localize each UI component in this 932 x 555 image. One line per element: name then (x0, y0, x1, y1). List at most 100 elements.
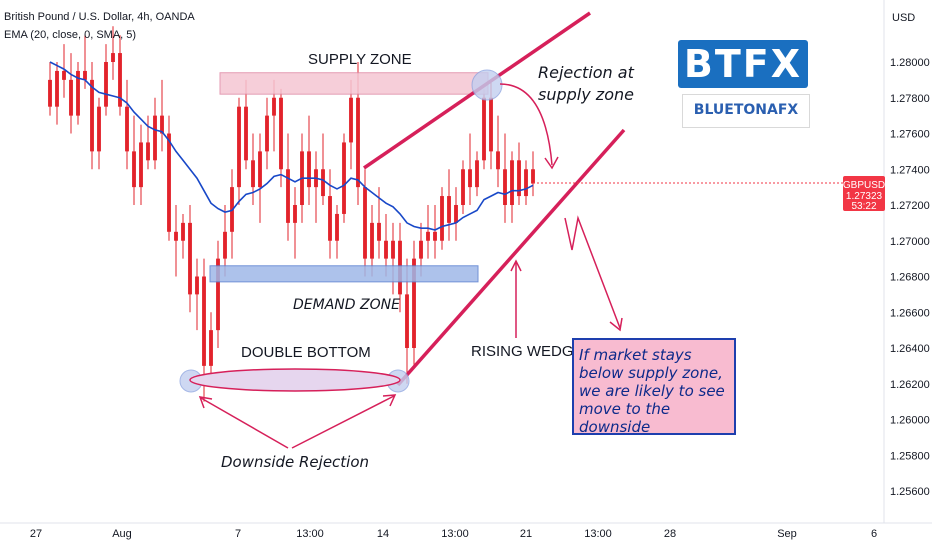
candle-body (524, 169, 528, 197)
price-tick-label: 1.27200 (890, 200, 930, 212)
candle-body (454, 205, 458, 223)
time-tick-label: Aug (112, 528, 132, 540)
time-tick-label: 28 (664, 528, 676, 540)
wedge-lower-line (396, 128, 626, 387)
candle-body (447, 196, 451, 223)
time-tick-label: 27 (30, 528, 42, 540)
time-tick-label: 7 (235, 528, 241, 540)
candle-body (272, 97, 276, 116)
candle-body (461, 169, 465, 205)
candle-body (496, 151, 500, 170)
btfx-logo: BTFX (678, 40, 808, 88)
candle-body (293, 205, 297, 223)
candle-body (118, 53, 122, 107)
candle-body (503, 169, 507, 205)
candle-body (328, 196, 332, 241)
candle-body (377, 222, 381, 241)
candle-body (188, 222, 192, 295)
candle-body (55, 70, 59, 107)
ema-line (49, 61, 534, 231)
candle-body (111, 53, 115, 62)
downside-arrowhead-right (382, 394, 397, 407)
candle-body (216, 258, 220, 331)
candle-body (251, 160, 255, 188)
candle-body (48, 79, 52, 107)
price-tick-label: 1.26400 (890, 343, 930, 355)
candle-body (279, 97, 283, 170)
candle-body (153, 115, 157, 161)
candle-body (132, 151, 136, 188)
price-tick-label: 1.25600 (890, 486, 930, 498)
candle-body (510, 160, 514, 205)
downside-projection-line (564, 215, 621, 329)
candle-body (104, 62, 108, 107)
candle-body (90, 79, 94, 152)
double-bottom-label: DOUBLE BOTTOM (241, 344, 371, 361)
candle-body (202, 276, 206, 366)
candle-body (209, 330, 213, 366)
price-tick-label: 1.27800 (890, 93, 930, 105)
candle-body (335, 213, 339, 241)
price-tick-label: 1.27600 (890, 129, 930, 141)
candle-body (174, 231, 178, 241)
downside-arrow-right (291, 395, 395, 449)
currency-label: USD (892, 12, 915, 24)
candle-body (391, 240, 395, 259)
downside-arrowhead-left (198, 396, 213, 409)
time-tick-label: 6 (871, 528, 877, 540)
candle-body (517, 160, 521, 197)
price-axis[interactable]: 1.28000 1.27800 1.27600 1.27400 1.27200 1.270… (890, 57, 930, 498)
drawings-group (179, 11, 884, 449)
candle-body (482, 97, 486, 161)
time-tick-label: 13:00 (441, 528, 469, 540)
last-price-tag[interactable]: GBPUSD 1.27323 53:22 (843, 176, 885, 211)
demand-zone-label: DEMAND ZONE (293, 297, 400, 313)
candle-body (62, 70, 66, 80)
candle-body (475, 160, 479, 188)
ticker-price: 1.27323 (846, 191, 883, 202)
candle-body (419, 240, 423, 259)
indicator-title[interactable]: EMA (20, close, 0, SMA, 5) (4, 29, 137, 41)
candle-body (167, 133, 171, 232)
candle-body (265, 115, 269, 152)
candle-body (237, 106, 241, 188)
price-tick-label: 1.26800 (890, 272, 930, 284)
candle-body (76, 70, 80, 116)
candle-body (258, 151, 262, 188)
candle-body (370, 222, 374, 259)
candle-body (412, 258, 416, 348)
bluetonafx-logo: BLUETONAFX (682, 94, 810, 128)
supply-zone-label: SUPPLY ZONE (308, 51, 412, 68)
candle-body (139, 142, 143, 188)
rising-wedge-arrowhead (510, 259, 522, 272)
ticker-countdown: 53:22 (851, 201, 876, 211)
annotation-note-box: If market stays below supply zone, we ar… (572, 338, 736, 436)
candle-body (489, 97, 493, 152)
price-tick-label: 1.26000 (890, 415, 930, 427)
candle-body (307, 151, 311, 188)
candle-body (146, 142, 150, 161)
time-axis[interactable]: 27 Aug 7 13:00 14 13:00 21 13:00 28 Sep 6 (30, 528, 877, 540)
rejection-label-line1: Rejection at (538, 63, 635, 82)
price-tick-label: 1.25800 (890, 450, 930, 462)
demand-zone-box (209, 265, 479, 283)
downside-arrow-left (200, 397, 289, 449)
candle-body (160, 115, 164, 134)
candle-body (356, 97, 360, 188)
downside-arrowhead (609, 317, 623, 332)
last-price-tag-bg (843, 176, 885, 211)
price-tick-label: 1.26600 (890, 307, 930, 319)
double-bottom-ellipse (189, 368, 401, 392)
symbol-title[interactable]: British Pound / U.S. Dollar, 4h, OANDA (4, 11, 195, 23)
candle-body (286, 169, 290, 223)
ticker-symbol: GBPUSD (843, 180, 885, 191)
candle-body (440, 196, 444, 241)
price-tick-label: 1.28000 (890, 57, 930, 69)
candle-body (468, 169, 472, 188)
supply-zone-box (219, 72, 489, 95)
candle-body (83, 70, 87, 80)
candle-body (342, 142, 346, 214)
time-tick-label: 13:00 (296, 528, 324, 540)
candle-body (433, 231, 437, 241)
